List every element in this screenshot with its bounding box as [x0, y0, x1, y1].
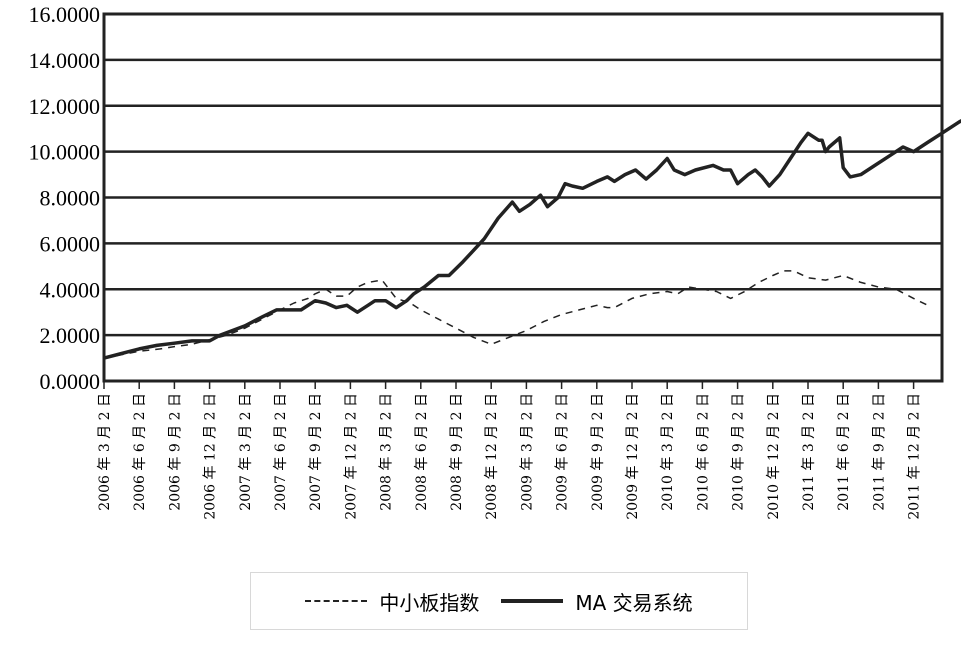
y-tick-label: 4.0000: [40, 277, 101, 302]
series-line-ma: [103, 118, 961, 360]
x-tick-label: 2010 年 6 月 2 日: [695, 393, 711, 511]
x-tick-label: 2007 年 9 月 2 日: [308, 393, 324, 511]
x-tick-label: 2009 年 6 月 2 日: [555, 393, 571, 511]
x-tick-label: 2010 年 12 月 2 日: [766, 393, 782, 520]
x-tick-label: 2006 年 6 月 2 日: [132, 393, 148, 511]
y-tick-label: 12.0000: [29, 94, 101, 119]
y-tick-label: 0.0000: [40, 369, 101, 394]
legend-swatch-dashed: [305, 600, 368, 602]
legend-item-index: 中小板指数: [305, 587, 479, 616]
y-tick-label: 16.0000: [29, 2, 101, 27]
x-tick-label: 2011 年 9 月 2 日: [871, 393, 887, 511]
grid-lines: [104, 58, 942, 337]
series-line-index: [103, 270, 929, 359]
x-tick-label: 2011 年 12 月 2 日: [907, 393, 923, 520]
y-tick-label: 2.0000: [40, 323, 101, 348]
x-tick-label: 2011 年 6 月 2 日: [836, 393, 852, 511]
x-tick-label: 2008 年 9 月 2 日: [449, 393, 465, 511]
legend-label-ma: MA 交易系统: [575, 590, 693, 615]
x-tick-label: 2007 年 6 月 2 日: [273, 393, 289, 511]
chart-svg: 0.0000 2.0000 4.0000 6.0000 8.0000 10.0000 12.…: [29, 2, 961, 520]
legend-label-index: 中小板指数: [379, 590, 480, 615]
legend-item-ma: MA 交易系统: [501, 587, 693, 616]
x-tick-label: 2007 年 12 月 2 日: [343, 393, 359, 520]
x-tick-label: 2006 年 9 月 2 日: [167, 393, 183, 511]
x-tick-label: 2008 年 3 月 2 日: [379, 393, 395, 511]
plot-frame: [102, 12, 944, 383]
y-tick-label: 8.0000: [40, 186, 101, 211]
x-tick-label: 2010 年 3 月 2 日: [660, 393, 676, 511]
y-axis-ticks: 0.0000 2.0000 4.0000 6.0000 8.0000 10.0000 12.…: [29, 2, 101, 394]
x-tick-label: 2006 年 3 月 2 日: [97, 393, 113, 511]
x-tick-label: 2007 年 3 月 2 日: [238, 393, 254, 511]
y-tick-label: 14.0000: [29, 48, 101, 73]
x-tick-label: 2009 年 3 月 2 日: [519, 393, 535, 511]
x-tick-label: 2008 年 6 月 2 日: [414, 393, 430, 511]
legend-swatch-solid: [501, 599, 564, 603]
x-tick-label: 2009 年 12 月 2 日: [625, 393, 641, 520]
y-tick-label: 10.0000: [29, 140, 101, 165]
x-tick-label: 2010 年 9 月 2 日: [731, 393, 747, 511]
x-tick-label: 2008 年 12 月 2 日: [484, 393, 500, 520]
legend: 中小板指数 MA 交易系统: [250, 572, 748, 630]
x-tick-label: 2009 年 9 月 2 日: [590, 393, 606, 511]
x-tick-label: 2011 年 3 月 2 日: [801, 393, 817, 511]
x-axis-ticks: 2006 年 3 月 2 日 2006 年 6 月 2 日 2006 年 9 月 2…: [97, 381, 923, 520]
series-lines: [103, 118, 961, 360]
y-tick-label: 6.0000: [40, 231, 101, 256]
x-tick-label: 2006 年 12 月 2 日: [203, 393, 219, 520]
